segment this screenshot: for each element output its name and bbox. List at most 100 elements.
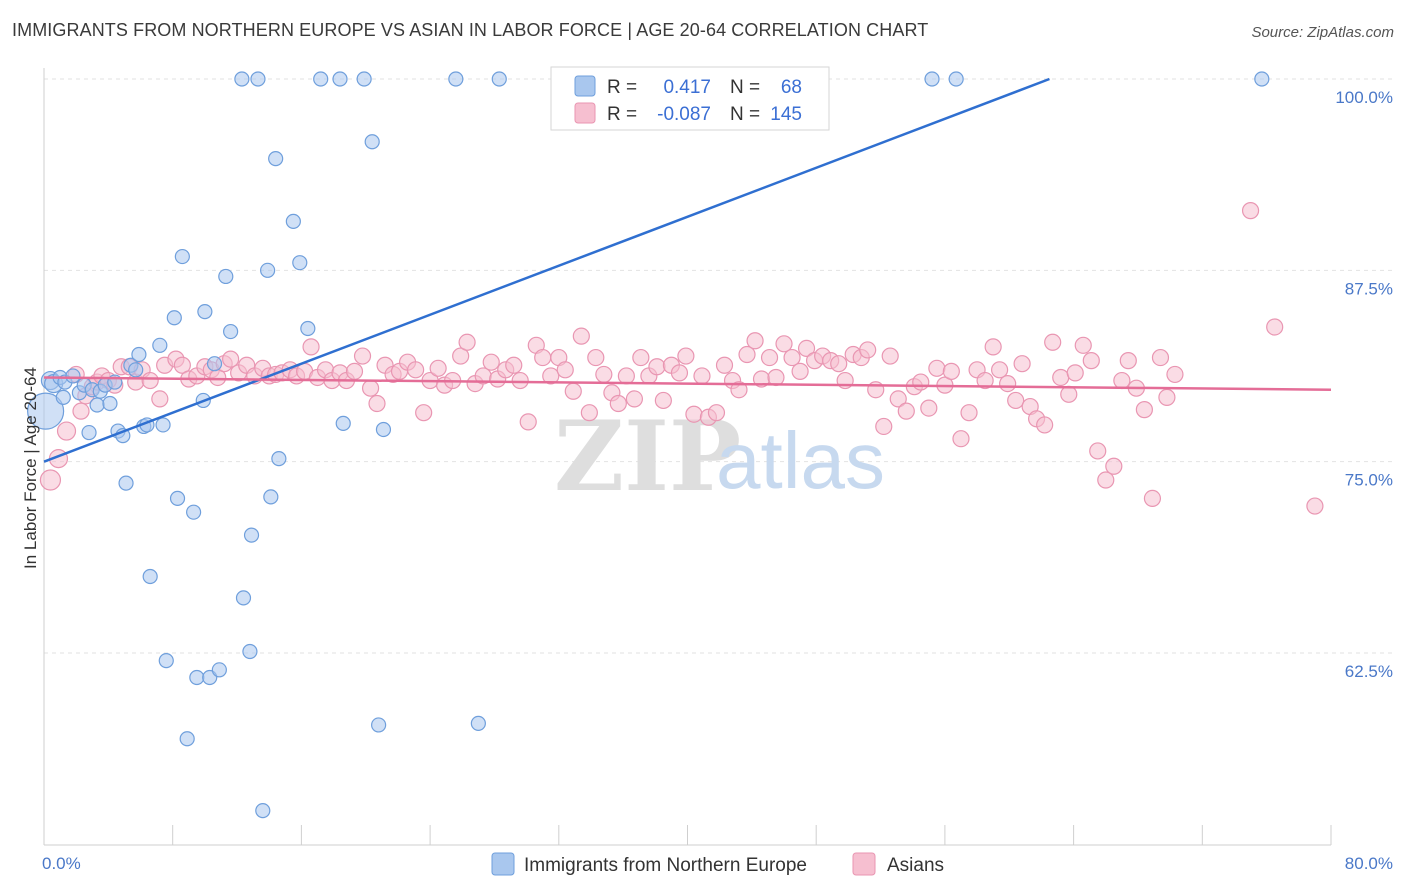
asians-point bbox=[767, 368, 785, 387]
northern-europe-point bbox=[142, 568, 158, 585]
northern-europe-point bbox=[313, 71, 329, 87]
asians-point bbox=[302, 338, 320, 356]
northern-europe-point bbox=[332, 71, 348, 87]
northern-europe-point bbox=[285, 213, 301, 229]
northern-europe-point bbox=[158, 653, 174, 669]
northern-europe-point bbox=[174, 248, 190, 265]
northern-europe-point bbox=[55, 389, 71, 405]
asians-point bbox=[542, 367, 560, 385]
northern-europe-point bbox=[491, 71, 507, 87]
bottom-legend-swatch-asians bbox=[852, 852, 876, 876]
x-tick-label: 0.0% bbox=[42, 854, 81, 873]
asians-point bbox=[912, 373, 930, 391]
northern-europe-point bbox=[260, 262, 276, 278]
asians-point bbox=[572, 327, 590, 345]
asians-point bbox=[595, 365, 613, 384]
northern-europe-point bbox=[131, 346, 147, 363]
asians-point bbox=[353, 347, 372, 365]
legend-n-label-1: N = bbox=[730, 77, 760, 98]
axes bbox=[43, 68, 1332, 846]
asians-point bbox=[1241, 202, 1260, 220]
asians-point bbox=[1060, 385, 1078, 403]
asians-point bbox=[693, 367, 711, 385]
asians-point bbox=[1074, 336, 1092, 354]
northern-europe-point bbox=[948, 71, 964, 87]
asians-point bbox=[415, 404, 433, 422]
legend-r-label-2: R = bbox=[607, 104, 637, 125]
bottom-legend-label-asians: Asians bbox=[887, 855, 944, 876]
northern-europe-point bbox=[189, 669, 205, 686]
asians-point bbox=[511, 371, 529, 390]
asians-point bbox=[730, 381, 748, 399]
asians-point bbox=[1044, 333, 1062, 351]
northern-europe-point bbox=[197, 304, 213, 320]
asians-point bbox=[1105, 457, 1123, 475]
asians-point bbox=[920, 399, 938, 417]
asians-point bbox=[1166, 365, 1184, 384]
northern-europe-point bbox=[27, 392, 65, 430]
y-tick-label: 62.5% bbox=[1345, 662, 1393, 681]
asians-point bbox=[505, 356, 523, 374]
northern-europe-point bbox=[81, 424, 97, 441]
asians-point bbox=[928, 359, 946, 377]
northern-europe-point bbox=[102, 395, 118, 412]
asians-point bbox=[1082, 352, 1100, 370]
asians-point bbox=[859, 341, 877, 359]
y-tick-labels: 100.0% 87.5% 75.0% 62.5% bbox=[1335, 88, 1393, 681]
northern-europe-point bbox=[234, 71, 250, 87]
asians-point bbox=[609, 394, 627, 413]
asians-point bbox=[1036, 416, 1054, 434]
asians-point bbox=[746, 332, 764, 350]
asians-point bbox=[952, 430, 970, 448]
legend-r-value-1: 0.417 bbox=[663, 77, 711, 98]
asians-point bbox=[587, 348, 605, 367]
northern-europe-point bbox=[335, 415, 351, 431]
asians-point bbox=[1151, 348, 1170, 367]
trend-lines bbox=[43, 77, 1332, 463]
northern-europe-point bbox=[300, 320, 316, 337]
northern-europe-point bbox=[470, 715, 486, 732]
x-tick-labels: 0.0% 80.0% bbox=[42, 854, 1393, 873]
asians-point bbox=[452, 347, 470, 365]
series-legend: Immigrants from Northern Europe Asians bbox=[491, 852, 944, 876]
northern-europe-point bbox=[211, 662, 227, 678]
northern-europe-point bbox=[243, 527, 260, 543]
northern-europe-point bbox=[118, 475, 134, 491]
y-tick-label: 75.0% bbox=[1345, 471, 1393, 490]
asians-point bbox=[783, 348, 801, 367]
northern-europe-trend-line bbox=[43, 77, 1050, 463]
asians-point bbox=[1097, 471, 1115, 489]
legend-n-label-2: N = bbox=[730, 104, 760, 125]
asians-point bbox=[361, 379, 380, 397]
chart-title: IMMIGRANTS FROM NORTHERN EUROPE VS ASIAN… bbox=[12, 20, 929, 40]
asians-point bbox=[580, 404, 598, 422]
bottom-legend-label-northern-europe: Immigrants from Northern Europe bbox=[524, 855, 807, 876]
asians-point bbox=[775, 335, 793, 353]
legend-n-value-1: 68 bbox=[781, 77, 802, 98]
legend-swatch-northern-europe bbox=[574, 75, 596, 97]
asians-point bbox=[519, 413, 537, 431]
y-tick-label: 100.0% bbox=[1335, 88, 1393, 107]
asians-point bbox=[1266, 318, 1284, 336]
northern-europe-point bbox=[128, 362, 144, 378]
asians-point bbox=[56, 421, 77, 441]
asians-point bbox=[151, 390, 169, 408]
asians-point bbox=[707, 404, 726, 422]
northern-europe-point bbox=[271, 451, 287, 467]
northern-europe-point bbox=[65, 368, 81, 384]
legend-swatch-asians bbox=[574, 102, 596, 124]
asians-point bbox=[564, 382, 582, 400]
watermark: ZIP atlas bbox=[554, 400, 885, 513]
asians-point bbox=[625, 390, 644, 408]
northern-europe-point bbox=[364, 134, 380, 150]
asians-point bbox=[875, 417, 893, 436]
asians-point bbox=[617, 367, 635, 385]
asians-point bbox=[960, 404, 978, 422]
northern-europe-point bbox=[206, 356, 223, 372]
asians-point bbox=[482, 353, 500, 371]
northern-europe-point bbox=[375, 421, 392, 438]
northern-europe-point bbox=[268, 150, 284, 167]
asians-point bbox=[791, 362, 809, 380]
asians-point bbox=[976, 371, 994, 390]
